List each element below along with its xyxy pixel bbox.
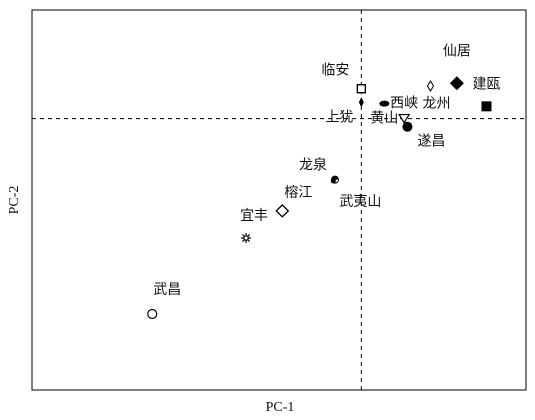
data-point-5 [358,97,364,108]
plot-frame [31,9,527,391]
point-label-8: 遂昌 [417,134,445,150]
point-label-6: 黄山 [370,110,398,127]
point-label-1: 仙居 [443,43,471,59]
point-label-7: 西峡 [390,96,418,112]
data-point-11 [275,203,290,218]
data-point-6 [379,100,390,107]
point-label-5: 上犹 [325,109,353,125]
data-point-4 [356,84,367,94]
data-point-12 [241,233,252,243]
y-axis-title: PC-2 [7,186,22,215]
point-label-4: 临安 [321,63,349,79]
point-label-2: 建瓯 [472,76,500,92]
data-point-13 [147,308,158,320]
data-point-1 [449,76,464,91]
data-point-2 [481,101,492,112]
point-label-13: 武昌 [153,282,181,298]
point-label-11: 榕江 [284,185,312,201]
data-point-10 [330,178,336,184]
point-label-3: 龙州 [422,96,450,112]
point-label-9: 龙泉 [299,157,327,174]
x-axis-title: PC-1 [266,400,295,415]
points-layer [147,76,492,320]
point-label-10: 武夷山 [339,194,381,210]
data-point-3 [426,80,435,92]
data-point-8 [402,121,413,132]
point-label-12: 宜丰 [240,208,268,224]
data-point-7 [398,113,411,124]
